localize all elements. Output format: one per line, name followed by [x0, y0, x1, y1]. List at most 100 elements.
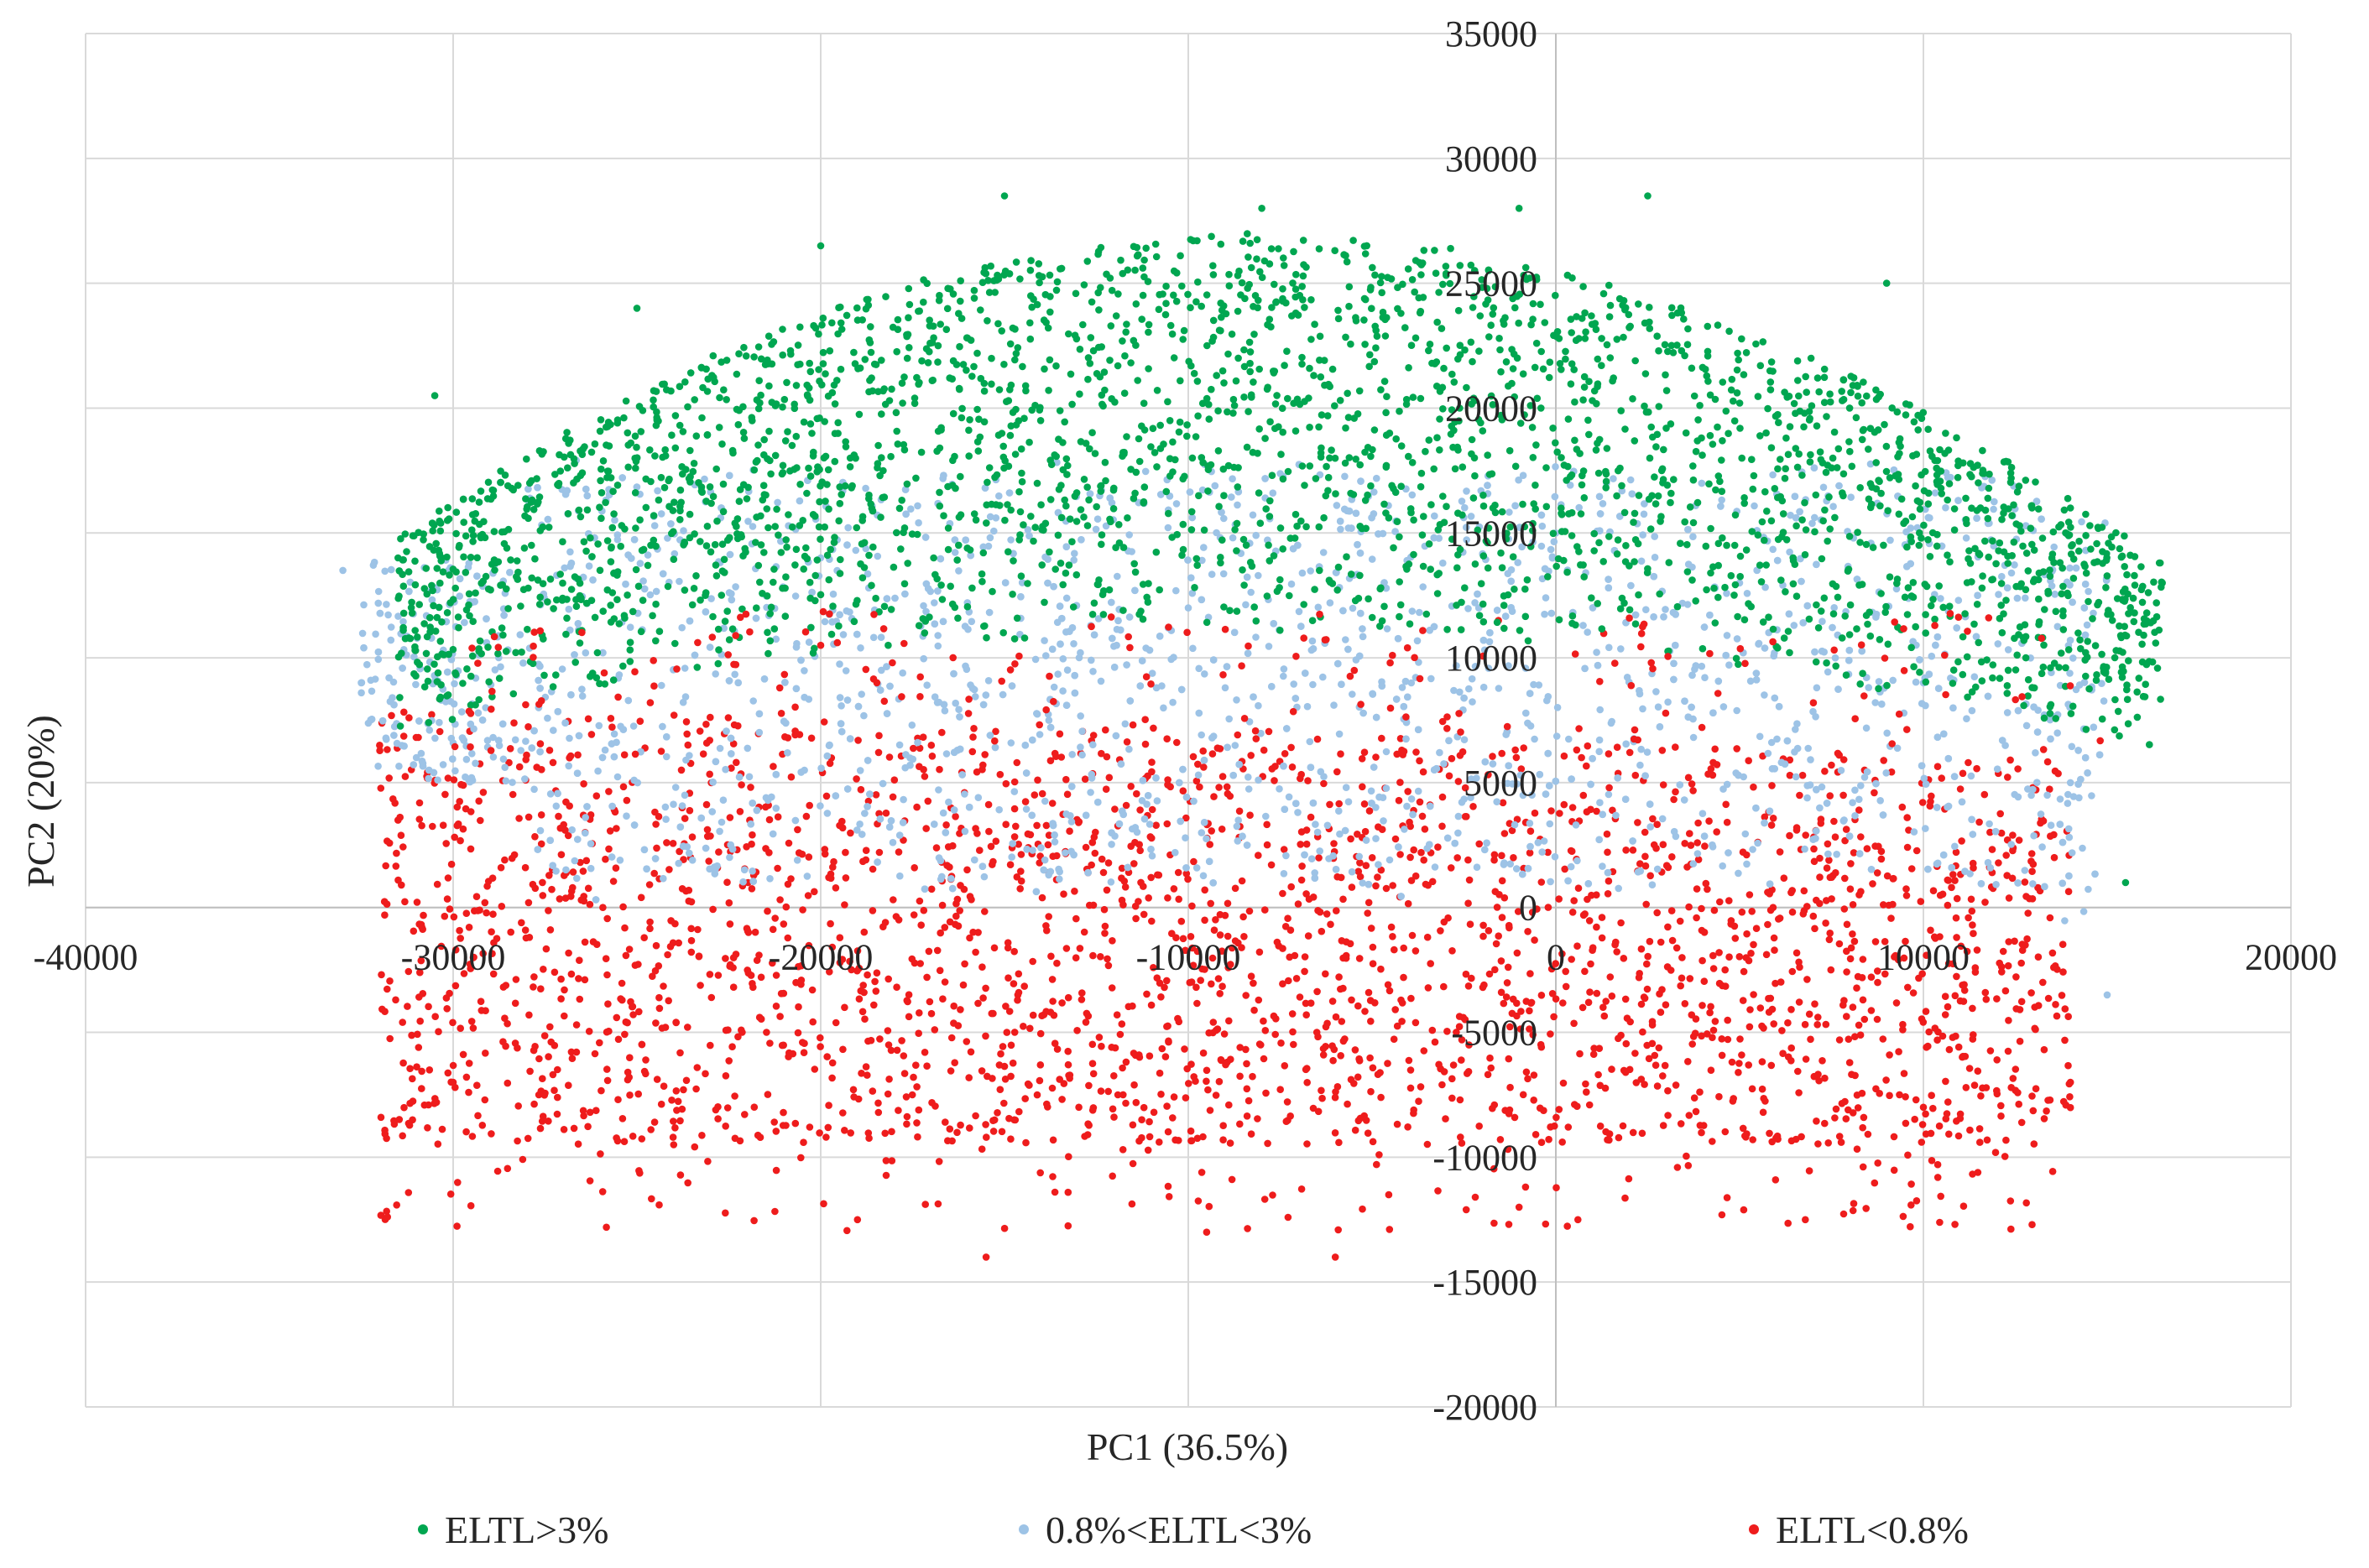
data-point	[1502, 993, 1511, 1001]
data-point	[1967, 895, 1975, 904]
axes	[86, 34, 2291, 1407]
data-point	[2041, 883, 2048, 891]
data-point	[1637, 1000, 1646, 1008]
data-point	[1172, 934, 1180, 941]
data-point	[450, 700, 458, 708]
data-point	[1843, 947, 1850, 956]
data-point	[1335, 730, 1344, 738]
data-point	[1402, 718, 1411, 727]
data-point	[1220, 1030, 1229, 1038]
data-point	[1398, 1018, 1406, 1025]
data-point	[1678, 954, 1686, 961]
data-point	[1593, 807, 1600, 815]
data-point	[1185, 1080, 1192, 1087]
data-point	[404, 967, 413, 976]
data-point	[459, 1050, 467, 1059]
data-point	[1307, 763, 1315, 771]
data-point	[621, 924, 629, 932]
data-point	[392, 996, 399, 1004]
data-point	[751, 928, 759, 936]
data-point	[1024, 526, 1032, 534]
data-point	[1318, 927, 1326, 935]
data-point	[425, 774, 432, 783]
data-point	[1071, 689, 1079, 697]
data-point	[725, 677, 733, 685]
data-point	[1637, 745, 1645, 753]
data-point	[1709, 843, 1717, 851]
data-point	[546, 836, 554, 844]
data-point	[1173, 738, 1181, 747]
data-point	[1469, 803, 1477, 810]
data-point	[1335, 1138, 1343, 1147]
data-point	[1498, 877, 1506, 885]
data-point	[1018, 579, 1026, 586]
data-point	[2066, 1078, 2074, 1086]
data-point	[498, 720, 507, 728]
data-point	[872, 791, 880, 799]
data-point	[1309, 799, 1318, 807]
data-point	[858, 1008, 867, 1016]
data-point	[1824, 1139, 1832, 1147]
data-point	[952, 699, 959, 707]
data-point	[652, 587, 660, 596]
data-point	[898, 1037, 905, 1044]
data-point	[1276, 1086, 1284, 1093]
data-point	[1928, 1091, 1935, 1099]
data-point	[1157, 993, 1165, 1001]
data-point	[671, 784, 680, 791]
data-point	[1234, 731, 1242, 739]
data-point	[1165, 1193, 1173, 1201]
data-point	[585, 562, 593, 570]
data-point	[1104, 961, 1113, 970]
data-point	[502, 982, 510, 989]
data-point	[714, 1103, 722, 1111]
data-point	[1814, 1140, 1822, 1148]
data-point	[970, 685, 978, 694]
data-point	[1175, 895, 1182, 904]
data-point	[817, 1034, 824, 1042]
data-point	[1461, 813, 1469, 820]
data-point	[577, 896, 585, 904]
data-point	[488, 874, 497, 882]
data-point	[741, 1111, 749, 1118]
data-point	[1247, 1130, 1255, 1138]
data-point	[1354, 831, 1361, 838]
data-point	[764, 1091, 772, 1098]
data-point	[842, 874, 850, 882]
data-point	[1109, 1105, 1117, 1113]
data-point	[1560, 800, 1568, 809]
data-point	[1393, 750, 1401, 758]
data-point	[1752, 676, 1761, 684]
data-point	[469, 1024, 477, 1032]
data-point	[1225, 1017, 1233, 1025]
data-point	[489, 970, 498, 978]
data-point	[981, 908, 989, 915]
data-point	[1209, 879, 1217, 887]
data-point	[1349, 690, 1356, 698]
data-point	[417, 749, 425, 758]
data-point	[1250, 979, 1257, 987]
data-point	[1160, 704, 1167, 712]
data-point	[1860, 774, 1869, 781]
data-point	[1189, 753, 1198, 761]
data-point	[1845, 1059, 1854, 1066]
data-point	[878, 666, 885, 675]
data-point	[1487, 1064, 1495, 1072]
data-point	[1438, 1081, 1446, 1089]
data-point	[550, 727, 557, 734]
data-point	[1041, 797, 1049, 805]
data-point	[1589, 944, 1597, 951]
data-point	[497, 863, 505, 872]
data-point	[1118, 1020, 1126, 1028]
data-point	[2009, 847, 2017, 855]
data-point	[1676, 781, 1684, 789]
data-point	[620, 751, 629, 758]
data-point	[704, 1158, 712, 1165]
data-point	[1303, 1079, 1311, 1086]
data-point	[1912, 847, 1921, 855]
data-point	[900, 1052, 908, 1060]
data-point	[627, 998, 634, 1006]
data-point	[2031, 1003, 2038, 1011]
data-point	[415, 920, 424, 928]
data-point	[1503, 728, 1511, 736]
